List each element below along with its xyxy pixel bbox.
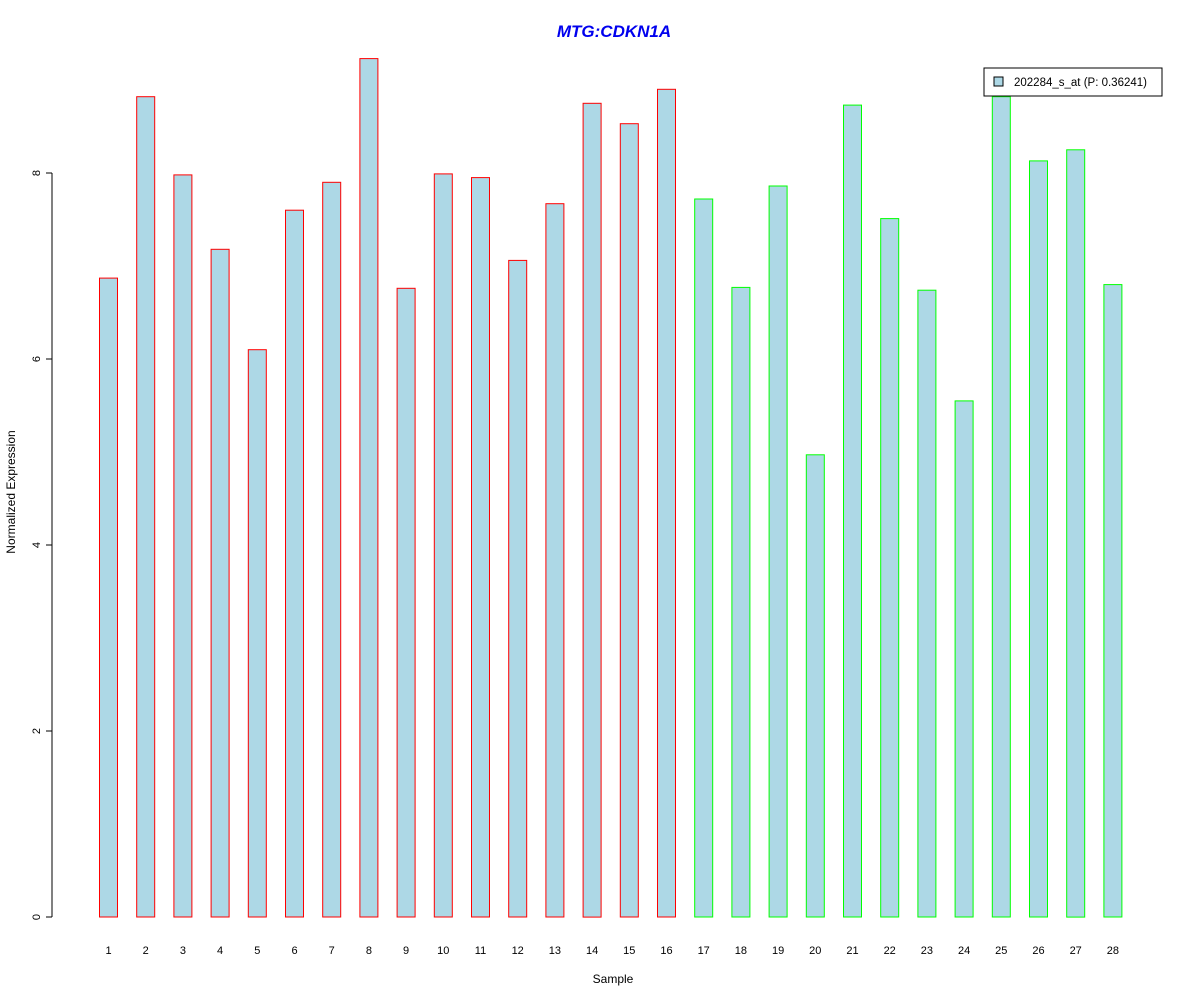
x-tick-label: 27 bbox=[1070, 945, 1082, 957]
bar-sample-16 bbox=[657, 88, 676, 918]
bar-sample-22 bbox=[880, 218, 900, 918]
x-tick-label: 25 bbox=[995, 945, 1007, 957]
x-tick-label: 5 bbox=[254, 945, 260, 957]
bar-sample-19 bbox=[768, 185, 788, 918]
bar-sample-12 bbox=[508, 259, 528, 918]
x-tick-label: 8 bbox=[366, 945, 372, 957]
bar-sample-10 bbox=[433, 173, 453, 918]
y-tick-label: 4 bbox=[31, 542, 43, 548]
x-tick-labels: 1 2 3 4 5 6 7 8 9 10 11 12 13 14 15 16 17 18 19 20 21 22 23 24 2… bbox=[105, 945, 1119, 957]
legend: 202284_s_at (P: 0.36241) bbox=[983, 67, 1163, 97]
bar-sample-15 bbox=[619, 123, 639, 918]
legend-box bbox=[983, 67, 1163, 97]
y-axis: 0 2 4 6 8 bbox=[31, 170, 53, 920]
bars bbox=[99, 58, 1123, 918]
bar-sample-4 bbox=[210, 248, 230, 918]
x-tick-label: 4 bbox=[217, 945, 223, 957]
y-tick-label: 2 bbox=[31, 728, 43, 734]
bar-sample-6 bbox=[285, 209, 304, 918]
y-axis-label: Normalized Expression bbox=[4, 430, 18, 553]
bar-sample-28 bbox=[1103, 284, 1123, 918]
x-tick-label: 17 bbox=[698, 945, 710, 957]
x-tick-label: 11 bbox=[475, 945, 486, 957]
x-tick-label: 28 bbox=[1107, 945, 1119, 957]
x-tick-label: 2 bbox=[143, 945, 149, 957]
x-tick-label: 19 bbox=[772, 945, 784, 957]
x-tick-label: 22 bbox=[884, 945, 896, 957]
x-tick-label: 13 bbox=[549, 945, 561, 957]
x-tick-label: 16 bbox=[660, 945, 672, 957]
x-tick-label: 9 bbox=[403, 945, 409, 957]
bar-sample-9 bbox=[396, 287, 416, 918]
bar-sample-18 bbox=[731, 286, 751, 918]
bar-sample-2 bbox=[136, 96, 156, 918]
bar-sample-14 bbox=[582, 102, 602, 918]
x-tick-label: 24 bbox=[958, 945, 970, 957]
y-tick-label: 0 bbox=[31, 914, 43, 920]
x-tick-label: 20 bbox=[809, 945, 821, 957]
x-tick-label: 18 bbox=[735, 945, 747, 957]
bar-sample-7 bbox=[322, 181, 342, 918]
chart-title: MTG:CDKN1A bbox=[557, 22, 671, 41]
x-tick-label: 23 bbox=[921, 945, 933, 957]
x-tick-label: 1 bbox=[105, 945, 111, 957]
bar-sample-23 bbox=[917, 289, 937, 918]
bar-sample-26 bbox=[1029, 160, 1048, 918]
x-tick-label: 14 bbox=[586, 945, 598, 957]
x-tick-label: 15 bbox=[623, 945, 635, 957]
bar-sample-8 bbox=[359, 58, 379, 918]
bar-sample-17 bbox=[694, 198, 714, 918]
y-tick-label: 8 bbox=[31, 170, 43, 176]
bar-sample-11 bbox=[471, 177, 490, 918]
x-axis-label: Sample bbox=[593, 972, 634, 986]
bar-sample-27 bbox=[1066, 149, 1086, 918]
bar-sample-21 bbox=[843, 104, 862, 918]
bar-sample-3 bbox=[173, 174, 193, 918]
bar-sample-13 bbox=[545, 203, 565, 918]
bar-sample-20 bbox=[805, 454, 825, 918]
x-tick-label: 26 bbox=[1032, 945, 1044, 957]
legend-swatch bbox=[993, 76, 1004, 87]
legend-label: 202284_s_at (P: 0.36241) bbox=[1014, 77, 1147, 89]
x-tick-label: 10 bbox=[437, 945, 449, 957]
x-tick-label: 7 bbox=[329, 945, 335, 957]
x-tick-label: 3 bbox=[180, 945, 186, 957]
y-tick-label: 6 bbox=[31, 356, 43, 362]
x-tick-label: 6 bbox=[291, 945, 297, 957]
bar-sample-1 bbox=[99, 277, 118, 918]
bar-sample-25 bbox=[991, 96, 1011, 918]
x-tick-label: 12 bbox=[512, 945, 524, 957]
bar-sample-5 bbox=[247, 349, 267, 918]
x-tick-label: 21 bbox=[846, 945, 858, 957]
bar-sample-24 bbox=[954, 400, 974, 918]
